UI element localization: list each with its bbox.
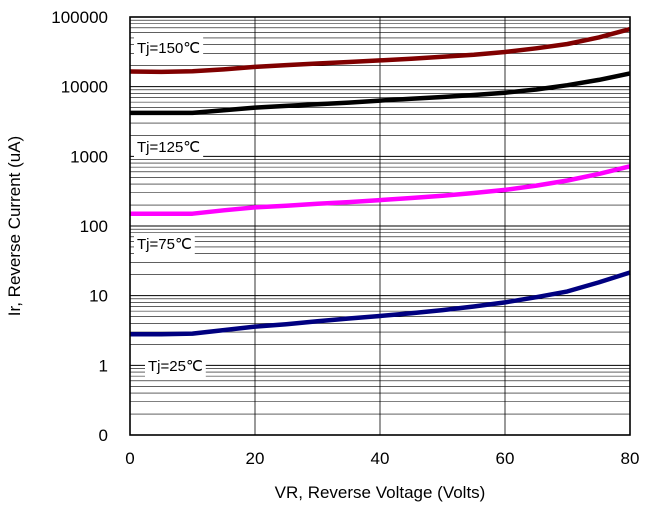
series-label: Tj=75℃ <box>137 236 192 253</box>
plot-area-frame <box>129 16 631 436</box>
y-tick-label: 10000 <box>61 78 108 97</box>
x-axis-title: VR, Reverse Voltage (Volts) <box>275 483 486 502</box>
series-label-background <box>134 37 204 59</box>
series-label: Tj=25℃ <box>148 358 203 375</box>
series-label-background <box>145 355 206 377</box>
series-label-layer: Tj=150℃ Tj=125℃ Tj=75℃ Tj=25℃ <box>134 37 206 377</box>
series-line-1 <box>129 26 631 75</box>
y-axis-title: Ir, Reverse Current (uA) <box>5 136 24 316</box>
series-layer <box>129 26 631 337</box>
series-label-background <box>134 136 204 158</box>
series-line-2 <box>130 71 631 116</box>
y-tick-label: 100000 <box>51 8 108 27</box>
x-tick-label: 80 <box>621 449 640 468</box>
y-tick-label: 1 <box>99 356 108 375</box>
y-tick-label: 10 <box>89 287 108 306</box>
x-tick-label: 20 <box>246 449 265 468</box>
y-tick-label: 100 <box>80 217 108 236</box>
series-line-3 <box>130 164 631 216</box>
x-tick-label: 40 <box>371 449 390 468</box>
y-tick-label: 1000 <box>70 147 108 166</box>
series-line-4 <box>130 270 631 337</box>
series-label: Tj=150℃ <box>137 40 200 57</box>
series-label-background <box>134 233 195 255</box>
x-tick-label: 60 <box>496 449 515 468</box>
series-label: Tj=125℃ <box>137 139 200 156</box>
tick-label-layer: 0 20 40 60 80 0 1 10 100 1000 10000 100000 <box>51 8 639 468</box>
y-tick-label: 0 <box>99 426 108 445</box>
x-tick-label: 0 <box>125 449 134 468</box>
